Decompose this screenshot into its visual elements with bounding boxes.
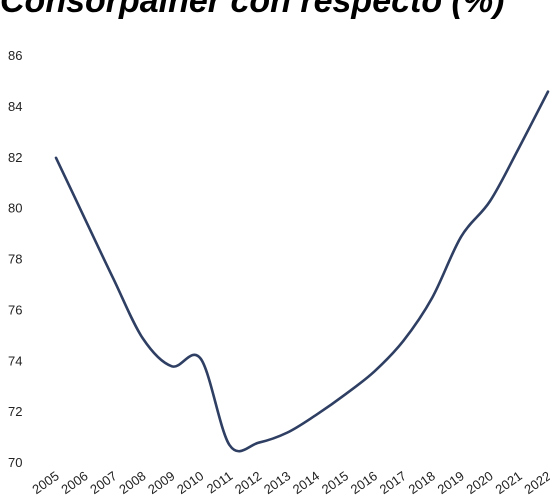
x-tick-label: 2020 bbox=[464, 468, 496, 497]
x-tick-label: 2022 bbox=[521, 468, 550, 497]
y-tick-label: 78 bbox=[8, 252, 22, 267]
x-tick-label: 2012 bbox=[232, 468, 264, 497]
y-axis: 70 72 74 76 78 80 82 84 86 bbox=[8, 48, 22, 470]
x-tick-label: 2009 bbox=[145, 468, 177, 497]
x-tick-label: 2013 bbox=[261, 468, 293, 497]
y-tick-label: 80 bbox=[8, 201, 22, 216]
x-tick-label: 2014 bbox=[290, 468, 322, 497]
x-tick-label: 2017 bbox=[377, 468, 409, 497]
x-tick-label: 2008 bbox=[116, 468, 148, 497]
x-tick-label: 2021 bbox=[492, 468, 524, 497]
x-tick-label: 2011 bbox=[204, 468, 236, 496]
x-tick-label: 2019 bbox=[435, 468, 467, 497]
x-tick-label: 2016 bbox=[348, 468, 380, 497]
y-tick-label: 76 bbox=[8, 302, 22, 317]
series-line bbox=[54, 90, 550, 453]
y-tick-label: 82 bbox=[8, 150, 22, 165]
plot-area bbox=[54, 90, 550, 453]
x-tick-label: 2005 bbox=[29, 468, 61, 497]
x-tick-label: 2006 bbox=[58, 468, 90, 497]
x-tick-label: 2007 bbox=[87, 468, 119, 497]
y-tick-label: 86 bbox=[8, 48, 22, 63]
x-tick-label: 2015 bbox=[319, 468, 351, 497]
y-tick-label: 74 bbox=[8, 353, 22, 368]
y-tick-label: 70 bbox=[8, 455, 22, 470]
chart-title: Consorpalner con respecto (%) bbox=[0, 0, 505, 20]
x-tick-label: 2010 bbox=[174, 468, 206, 497]
y-tick-label: 84 bbox=[8, 99, 22, 114]
y-tick-label: 72 bbox=[8, 404, 22, 419]
x-tick-label: 2018 bbox=[406, 468, 438, 497]
x-axis: 2005200620072008200920102011201220132014… bbox=[29, 468, 550, 497]
